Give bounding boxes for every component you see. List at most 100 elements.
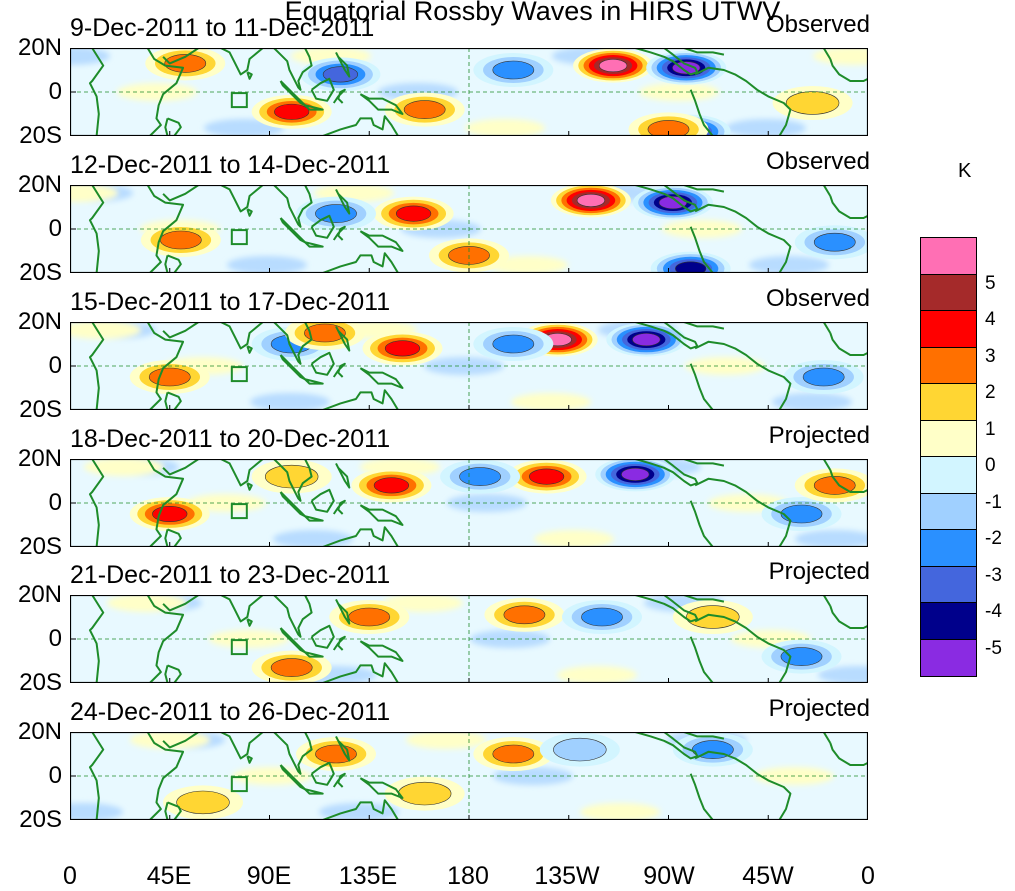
coastline — [164, 664, 182, 683]
coastline — [246, 345, 253, 354]
coastline — [88, 732, 105, 820]
reference-box — [230, 92, 248, 109]
coastline — [335, 462, 351, 489]
panel-status: Projected — [768, 422, 870, 449]
panel-period: 21-Dec-2011 to 23-Dec-2011 — [70, 561, 391, 589]
coastline — [220, 459, 264, 487]
coastline — [164, 117, 182, 136]
anomaly-contour — [621, 467, 650, 481]
legend-label: 5 — [985, 272, 996, 294]
coastline — [694, 66, 792, 136]
coastline — [310, 488, 335, 513]
anomaly-contour — [553, 737, 607, 762]
coastline — [683, 459, 725, 467]
coastline — [689, 773, 714, 820]
legend-label: -4 — [985, 601, 1002, 622]
panel-period: 9-Dec-2011 to 11-Dec-2011 — [70, 14, 375, 42]
lat-label: 0 — [48, 625, 62, 652]
x-tick-label: 135W — [534, 862, 600, 890]
lat-label: 20S — [19, 669, 62, 696]
coastline — [273, 322, 313, 365]
anomaly-contour — [492, 334, 535, 354]
map-panel: 12-Dec-2011 to 14-Dec-2011 Observed 20N 0 20… — [0, 148, 1015, 288]
coastline — [694, 203, 792, 273]
coastline — [694, 340, 792, 410]
coastline — [332, 225, 346, 241]
coastline — [88, 48, 105, 136]
coastline — [304, 515, 324, 522]
lat-label: 20N — [17, 445, 62, 472]
coastline — [164, 391, 182, 410]
coastline — [310, 214, 335, 239]
background-field — [250, 393, 330, 410]
x-tick-label: 90W — [643, 862, 695, 890]
lat-label: 20S — [19, 533, 62, 560]
coastline — [279, 217, 306, 244]
coastline — [689, 226, 714, 273]
x-tick-label: 45W — [742, 862, 794, 890]
coastline — [359, 777, 404, 799]
color-legend — [920, 237, 977, 785]
coastline — [279, 354, 306, 381]
map-panel: 9-Dec-2011 to 11-Dec-2011 Observed 20N 0 20S — [0, 11, 1015, 151]
coastline — [88, 185, 105, 273]
coastline — [310, 351, 335, 376]
coastline — [88, 459, 105, 547]
panel-status: Projected — [768, 558, 870, 585]
coastline — [273, 48, 313, 91]
coastline — [822, 459, 832, 471]
coastline — [304, 788, 324, 795]
panel-period: 18-Dec-2011 to 20-Dec-2011 — [70, 425, 391, 453]
x-tick-label: 45E — [146, 862, 192, 890]
legend-swatch — [920, 237, 977, 275]
coastline — [822, 732, 832, 744]
coastline — [88, 322, 105, 410]
background-field — [818, 666, 868, 683]
legend-swatch — [920, 638, 977, 677]
coastline — [88, 595, 105, 683]
coastline — [164, 254, 182, 273]
coastline — [310, 77, 335, 102]
anomaly-contour — [492, 744, 535, 764]
coastline — [279, 80, 306, 107]
coastline — [273, 459, 313, 502]
coastline — [220, 595, 264, 623]
coastline — [332, 88, 346, 104]
coastline — [162, 48, 200, 65]
lat-label: 20N — [17, 308, 62, 335]
background-field — [319, 803, 399, 820]
anomaly-contour — [576, 193, 606, 207]
x-tick-label: 0 — [63, 862, 77, 890]
legend-swatch — [920, 602, 977, 640]
coastline — [273, 732, 313, 775]
coastline — [634, 459, 699, 487]
legend-swatch — [920, 456, 977, 494]
panel-period: 24-Dec-2011 to 26-Dec-2011 — [70, 698, 391, 726]
legend-label: -3 — [985, 564, 1002, 586]
coastline — [162, 185, 200, 202]
legend-swatch — [920, 492, 977, 530]
coastline — [359, 230, 404, 252]
coastline — [220, 322, 264, 350]
coastline — [322, 115, 399, 136]
legend-label: 4 — [985, 309, 996, 330]
coastline — [359, 504, 404, 526]
anomaly-contour — [403, 100, 446, 119]
reference-box — [230, 503, 248, 520]
anomaly-contour — [598, 59, 628, 73]
legend-swatch — [920, 419, 977, 457]
coastline — [694, 477, 792, 547]
background-field — [232, 767, 312, 785]
coastline — [335, 325, 351, 352]
coastline — [162, 595, 200, 612]
panel-period: 15-Dec-2011 to 17-Dec-2011 — [70, 288, 391, 316]
anomaly-contour — [581, 607, 623, 627]
anomaly-contour — [632, 333, 661, 347]
anomaly-contour — [373, 477, 410, 494]
anomaly-contour — [780, 504, 823, 524]
lat-label: 20S — [19, 259, 62, 286]
legend-swatch — [920, 565, 977, 603]
anomaly-contour — [176, 790, 230, 815]
coastline — [335, 598, 351, 625]
background-field — [557, 666, 637, 683]
